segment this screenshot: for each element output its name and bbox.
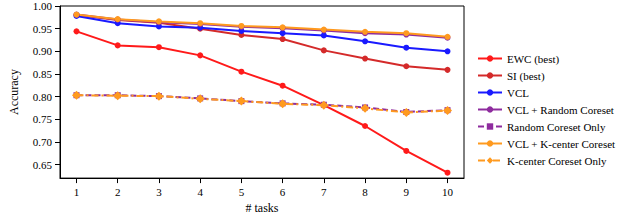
svg-text:5: 5 [239,186,245,198]
svg-text:# tasks: # tasks [246,201,279,215]
svg-text:0.65: 0.65 [33,159,53,171]
svg-text:0.75: 0.75 [33,113,53,125]
svg-text:7: 7 [321,186,327,198]
svg-text:0.70: 0.70 [33,136,53,148]
svg-text:10: 10 [442,186,454,198]
svg-text:8: 8 [362,186,368,198]
svg-text:0.80: 0.80 [33,91,53,103]
svg-text:4: 4 [197,186,203,198]
svg-text:0.95: 0.95 [33,23,53,35]
svg-text:0.90: 0.90 [33,45,53,57]
svg-text:VCL + Random Coreset: VCL + Random Coreset [507,104,614,116]
svg-text:VCL: VCL [507,87,529,99]
svg-text:2: 2 [115,186,121,198]
svg-text:Random Coreset Only: Random Coreset Only [507,121,606,133]
svg-text:Accuracy: Accuracy [7,69,21,115]
svg-text:1: 1 [74,186,80,198]
svg-text:9: 9 [404,186,410,198]
svg-text:6: 6 [280,186,286,198]
svg-text:K-center Coreset Only: K-center Coreset Only [507,155,607,167]
svg-text:3: 3 [156,186,162,198]
svg-text:1.00: 1.00 [33,0,53,12]
svg-text:VCL + K-center Coreset: VCL + K-center Coreset [507,138,615,150]
svg-text:0.85: 0.85 [33,68,53,80]
svg-text:SI (best): SI (best) [507,70,545,83]
svg-text:EWC (best): EWC (best) [507,53,560,66]
